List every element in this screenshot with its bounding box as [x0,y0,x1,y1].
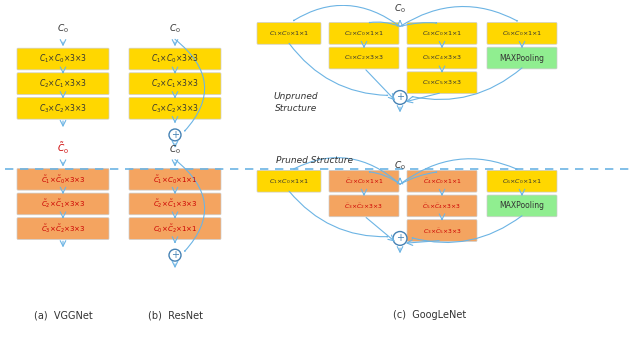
FancyBboxPatch shape [17,218,109,239]
Text: Pruned Structure: Pruned Structure [276,156,353,165]
FancyBboxPatch shape [329,171,399,192]
Text: (c)  GoogLeNet: (c) GoogLeNet [394,310,467,320]
Text: $C_3$$\times$$C_5$$\times$3$\times$3: $C_3$$\times$$C_5$$\times$3$\times$3 [422,78,462,87]
Text: Unpruned
Structure: Unpruned Structure [274,92,318,113]
Text: +: + [171,130,179,140]
FancyBboxPatch shape [17,97,109,119]
FancyBboxPatch shape [407,23,477,44]
Text: $C_2$$\times$$C_1$$\times$3$\times$3: $C_2$$\times$$C_1$$\times$3$\times$3 [151,78,199,90]
Text: +: + [171,250,179,260]
FancyBboxPatch shape [129,168,221,190]
FancyBboxPatch shape [407,171,477,192]
Text: $\tilde{C}_5$$\times$$\tilde{C}_4$$\times$3$\times$3: $\tilde{C}_5$$\times$$\tilde{C}_4$$\time… [422,201,461,211]
Text: MAXPooling: MAXPooling [499,54,545,63]
Text: $\tilde{C}_2$$\times$$\tilde{C}_1$$\times$3$\times$3: $\tilde{C}_2$$\times$$\tilde{C}_1$$\time… [153,198,197,210]
FancyBboxPatch shape [17,73,109,94]
Text: $C_0$: $C_0$ [57,23,69,35]
FancyBboxPatch shape [407,220,477,241]
Text: (a)  VGGNet: (a) VGGNet [34,310,92,320]
FancyBboxPatch shape [17,193,109,215]
FancyArrowPatch shape [400,23,436,27]
Text: +: + [396,234,404,243]
FancyBboxPatch shape [129,73,221,94]
Text: $C_1$$\times$$C_0$$\times$3$\times$3: $C_1$$\times$$C_0$$\times$3$\times$3 [39,53,87,65]
FancyArrowPatch shape [369,172,400,184]
Text: $C_6$$\times$$C_0$$\times$1$\times$1: $C_6$$\times$$C_0$$\times$1$\times$1 [502,177,542,186]
Text: $C_3$$\times$$C_2$$\times$3$\times$3: $C_3$$\times$$C_2$$\times$3$\times$3 [151,102,199,115]
Text: $C_4$$\times$$C_0$$\times$1$\times$1: $C_4$$\times$$C_0$$\times$1$\times$1 [422,29,462,38]
Text: $C_5$$\times$$C_4$$\times$3$\times$3: $C_5$$\times$$C_4$$\times$3$\times$3 [422,54,462,62]
Text: +: + [396,92,404,102]
FancyArrowPatch shape [369,22,400,27]
Text: $C_3$$\times$$\tilde{C}_5$$\times$3$\times$3: $C_3$$\times$$\tilde{C}_5$$\times$3$\tim… [422,225,461,236]
Text: MAXPooling: MAXPooling [499,202,545,210]
FancyBboxPatch shape [129,193,221,215]
Text: $C_0$$\times$$\tilde{C}_2$$\times$1$\times$1: $C_0$$\times$$\tilde{C}_2$$\times$1$\tim… [153,222,197,235]
Text: $\tilde{C}_1$$\times$$\tilde{C}_0$$\times$3$\times$3: $\tilde{C}_1$$\times$$\tilde{C}_0$$\time… [41,173,85,186]
Text: $C_3$$\times$$C_2$$\times$3$\times$3: $C_3$$\times$$C_2$$\times$3$\times$3 [344,54,384,62]
Text: $C_0$: $C_0$ [169,143,181,156]
Text: $C_2$$\times$$C_1$$\times$3$\times$3: $C_2$$\times$$C_1$$\times$3$\times$3 [39,78,87,90]
FancyArrowPatch shape [400,6,517,27]
FancyArrowPatch shape [400,172,436,184]
FancyBboxPatch shape [407,47,477,69]
FancyBboxPatch shape [129,218,221,239]
FancyBboxPatch shape [17,168,109,190]
Text: $C_1$$\times$$C_0$$\times$1$\times$1: $C_1$$\times$$C_0$$\times$1$\times$1 [269,177,309,186]
Text: (b)  ResNet: (b) ResNet [147,310,202,320]
Text: $C_2$$\times$$C_0$$\times$1$\times$1: $C_2$$\times$$C_0$$\times$1$\times$1 [344,29,384,38]
FancyBboxPatch shape [487,47,557,69]
FancyBboxPatch shape [17,48,109,70]
FancyBboxPatch shape [407,72,477,94]
Text: $\tilde{C}_4$$\times$$C_0$$\times$1$\times$1: $\tilde{C}_4$$\times$$C_0$$\times$1$\tim… [422,176,461,186]
Text: $C_6$$\times$$C_0$$\times$1$\times$1: $C_6$$\times$$C_0$$\times$1$\times$1 [502,29,542,38]
FancyBboxPatch shape [487,171,557,192]
Text: $\tilde{C}_3$$\times$$\tilde{C}_2$$\times$3$\times$3: $\tilde{C}_3$$\times$$\tilde{C}_2$$\time… [41,222,85,235]
FancyArrowPatch shape [175,39,205,131]
FancyBboxPatch shape [129,48,221,70]
FancyArrowPatch shape [412,216,522,243]
FancyBboxPatch shape [257,23,321,44]
FancyBboxPatch shape [329,195,399,217]
Text: $C_0$: $C_0$ [394,2,406,14]
Text: $\tilde{C}_3$$\times$$\tilde{C}_2$$\times$3$\times$3: $\tilde{C}_3$$\times$$\tilde{C}_2$$\time… [344,201,383,211]
FancyArrowPatch shape [289,191,388,237]
Text: $\tilde{C}_2$$\times$$\tilde{C}_1$$\times$3$\times$3: $\tilde{C}_2$$\times$$\tilde{C}_1$$\time… [41,198,85,210]
Text: $C_1$$\times$$C_0$$\times$1$\times$1: $C_1$$\times$$C_0$$\times$1$\times$1 [269,29,309,38]
Text: $\tilde{C}_0$: $\tilde{C}_0$ [57,140,69,156]
Text: $\tilde{C}_1$$\times$$C_0$$\times$1$\times$1: $\tilde{C}_1$$\times$$C_0$$\times$1$\tim… [153,173,197,186]
FancyBboxPatch shape [329,47,399,69]
FancyArrowPatch shape [294,158,400,184]
Text: $C_3$$\times$$C_2$$\times$3$\times$3: $C_3$$\times$$C_2$$\times$3$\times$3 [39,102,87,115]
FancyArrowPatch shape [412,68,522,99]
FancyArrowPatch shape [400,159,517,184]
FancyBboxPatch shape [257,171,321,192]
FancyBboxPatch shape [487,23,557,44]
FancyArrowPatch shape [175,159,205,251]
FancyBboxPatch shape [487,195,557,217]
FancyBboxPatch shape [407,195,477,217]
Text: $C_1$$\times$$C_0$$\times$3$\times$3: $C_1$$\times$$C_0$$\times$3$\times$3 [151,53,199,65]
Text: $\tilde{C}_2$$\times$$C_0$$\times$1$\times$1: $\tilde{C}_2$$\times$$C_0$$\times$1$\tim… [344,176,383,186]
Text: $C_0$: $C_0$ [394,160,406,173]
FancyBboxPatch shape [129,97,221,119]
FancyBboxPatch shape [329,23,399,44]
Text: $C_0$: $C_0$ [169,23,181,35]
FancyArrowPatch shape [289,43,388,96]
FancyArrowPatch shape [294,5,400,27]
